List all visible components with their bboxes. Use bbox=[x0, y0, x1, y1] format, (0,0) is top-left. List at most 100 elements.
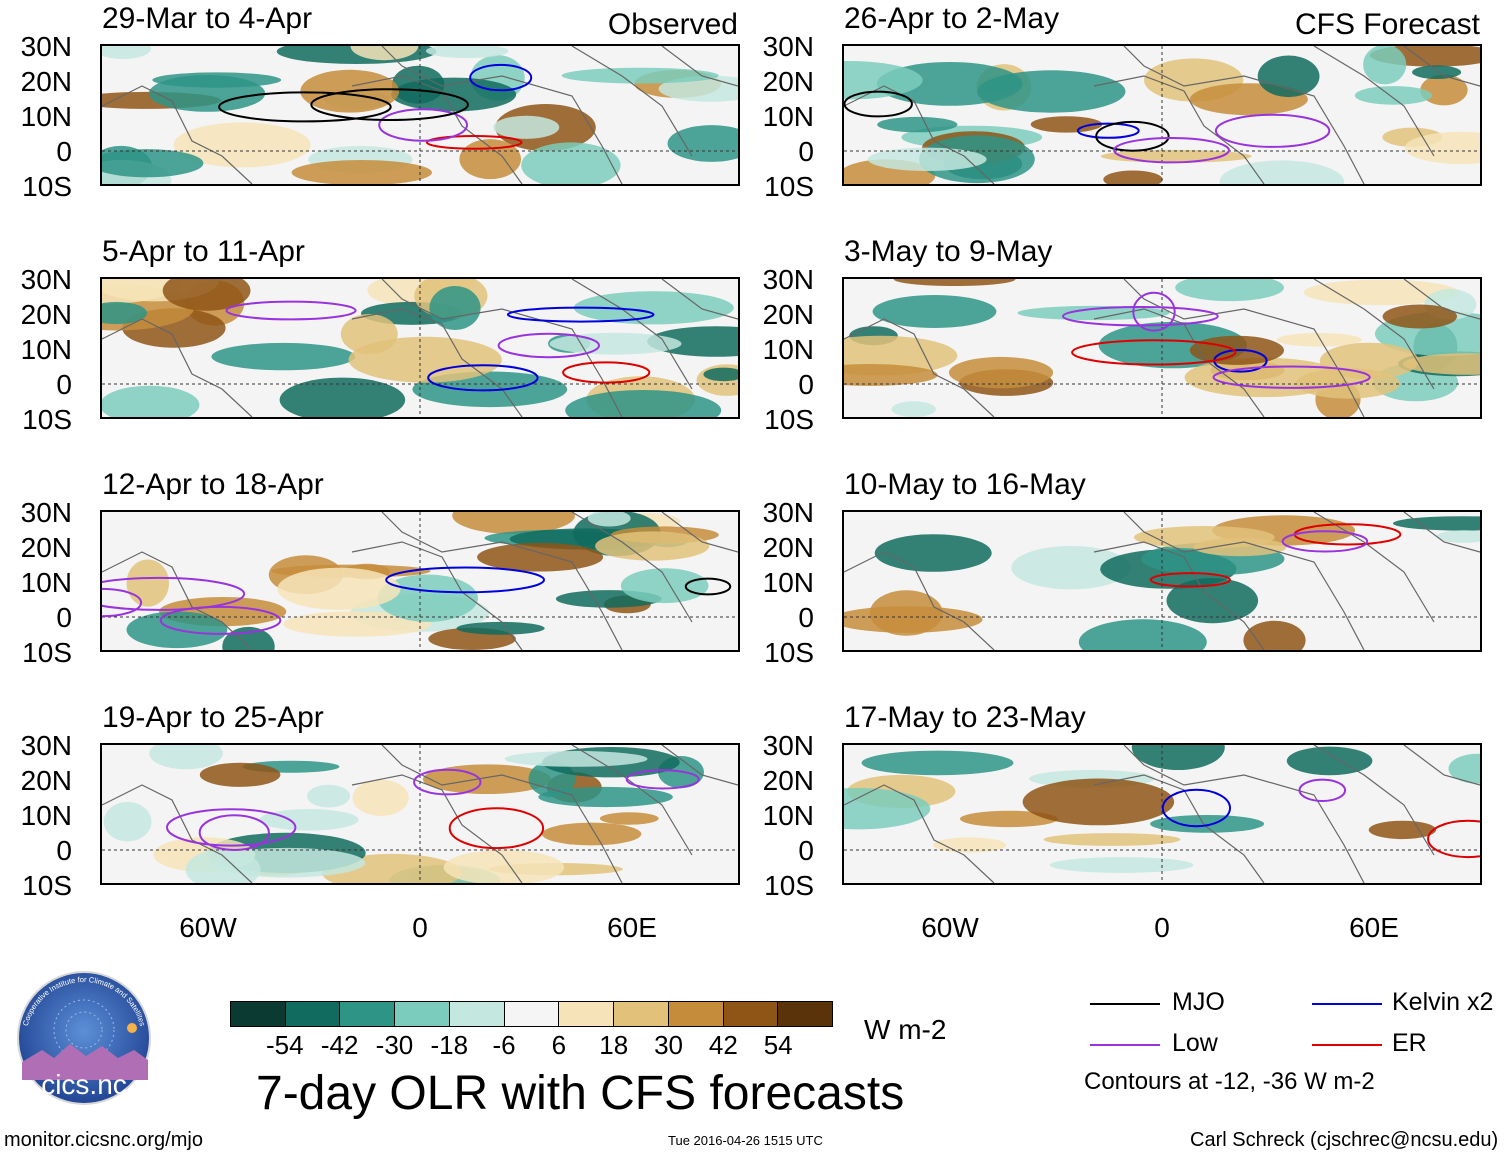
lat-label-obs-2-4: 10S bbox=[22, 404, 72, 435]
lat-label-fc-2-1: 20N bbox=[762, 299, 814, 330]
panel-title-fc-3: 10-May to 16-May bbox=[844, 468, 1086, 501]
olr-anomaly-blob bbox=[1030, 116, 1103, 133]
olr-anomaly-blob bbox=[425, 46, 509, 59]
wave-contour bbox=[102, 576, 246, 611]
map-panel-fc-1 bbox=[842, 44, 1482, 186]
coastline bbox=[381, 279, 623, 417]
wave-contour bbox=[1149, 572, 1231, 588]
panel-title-fc-4: 17-May to 23-May bbox=[844, 701, 1086, 734]
wave-contour bbox=[1071, 339, 1237, 366]
olr-anomaly-blob bbox=[1412, 65, 1462, 79]
coastline bbox=[102, 784, 253, 883]
olr-anomaly-blob bbox=[307, 784, 351, 808]
olr-anomaly-blob bbox=[1303, 279, 1459, 306]
olr-anomaly-blob bbox=[452, 512, 575, 534]
olr-anomaly-blob bbox=[1243, 620, 1306, 650]
olr-anomaly-blob bbox=[844, 606, 983, 633]
colorbar-tick: -30 bbox=[375, 1030, 414, 1060]
lat-label-fc-3-2: 10N bbox=[762, 567, 814, 598]
olr-anomaly-blob bbox=[1436, 530, 1480, 543]
olr-field bbox=[844, 745, 1480, 883]
coastline bbox=[661, 46, 738, 87]
colorbar-tick: -18 bbox=[430, 1030, 469, 1060]
olr-anomaly-blob bbox=[549, 332, 682, 355]
lat-label-obs-4-3: 0 bbox=[56, 835, 72, 866]
olr-anomaly-blob bbox=[891, 401, 936, 417]
wave-contour bbox=[1427, 819, 1480, 859]
coastline bbox=[1313, 512, 1435, 623]
olr-anomaly-blob bbox=[877, 116, 958, 133]
olr-anomaly-blob bbox=[348, 336, 502, 383]
coastline bbox=[1313, 46, 1435, 157]
coastline bbox=[1313, 279, 1435, 390]
coastline bbox=[1403, 512, 1480, 553]
logo-text: cics.nc bbox=[41, 1069, 127, 1100]
coastline bbox=[571, 512, 693, 623]
forecast-label: CFS Forecast bbox=[1294, 8, 1480, 41]
legend-label-low: Low bbox=[1172, 1029, 1218, 1057]
olr-anomaly-blob bbox=[102, 301, 148, 325]
lat-label-fc-1-0: 30N bbox=[762, 31, 814, 62]
coastline bbox=[844, 784, 995, 883]
map-panel-obs-3 bbox=[100, 510, 740, 652]
olr-anomaly-blob bbox=[422, 764, 552, 794]
legend-line-kelvin bbox=[1312, 1003, 1382, 1005]
wave-contour bbox=[385, 566, 546, 594]
wave-contour bbox=[166, 808, 297, 847]
coastline bbox=[661, 512, 738, 553]
colorbar-swatch-3 bbox=[395, 1002, 450, 1026]
wave-contour bbox=[378, 108, 469, 142]
wave-contour bbox=[1076, 122, 1140, 139]
colorbar-swatch-5 bbox=[504, 1002, 560, 1026]
map-panel-fc-2 bbox=[842, 277, 1482, 419]
olr-anomaly-blob bbox=[459, 139, 521, 180]
olr-anomaly-blob bbox=[1103, 170, 1163, 184]
legend-label-mjo: MJO bbox=[1172, 988, 1225, 1016]
olr-anomaly-blob bbox=[1078, 619, 1207, 650]
olr-anomaly-blob bbox=[561, 67, 719, 84]
lat-label-fc-1-4: 10S bbox=[764, 171, 814, 202]
olr-anomaly-blob bbox=[173, 122, 311, 168]
olr-field bbox=[844, 279, 1480, 417]
legend-note: Contours at -12, -36 W m-2 bbox=[1084, 1068, 1375, 1095]
coastline bbox=[381, 745, 623, 883]
olr-anomaly-blob bbox=[1420, 74, 1468, 106]
coastline bbox=[844, 551, 995, 650]
olr-anomaly-blob bbox=[1382, 304, 1457, 329]
wave-contour bbox=[844, 90, 913, 118]
lat-label-fc-3-3: 0 bbox=[798, 602, 814, 633]
olr-anomaly-blob bbox=[1319, 342, 1419, 380]
coastline bbox=[1123, 512, 1365, 650]
olr-anomaly-blob bbox=[1448, 753, 1480, 784]
wave-contour bbox=[218, 91, 392, 123]
panel-title-fc-1: 26-Apr to 2-May bbox=[844, 2, 1060, 35]
olr-anomaly-blob bbox=[162, 279, 251, 311]
lat-label-fc-1-3: 0 bbox=[798, 136, 814, 167]
lat-label-fc-4-1: 20N bbox=[762, 765, 814, 796]
colorbar-tick: 30 bbox=[654, 1030, 683, 1060]
lat-label-fc-3-0: 30N bbox=[762, 497, 814, 528]
lat-label-obs-4-2: 10N bbox=[20, 800, 72, 831]
lat-label-fc-1-1: 20N bbox=[762, 66, 814, 97]
lat-label-obs-1-3: 0 bbox=[56, 136, 72, 167]
lat-label-obs-1-1: 20N bbox=[20, 66, 72, 97]
wave-contour bbox=[310, 88, 469, 121]
olr-anomaly-blob bbox=[279, 377, 406, 417]
colorbar-swatch-2 bbox=[340, 1002, 396, 1026]
wave-contour bbox=[425, 135, 523, 150]
figure-title: 7-day OLR with CFS forecasts bbox=[256, 1067, 905, 1120]
lat-label-obs-4-0: 30N bbox=[20, 730, 72, 761]
wave-contour bbox=[1132, 291, 1176, 332]
legend-line-er bbox=[1312, 1044, 1382, 1046]
olr-anomaly-blob bbox=[102, 149, 204, 178]
colorbar-swatch-10 bbox=[778, 1002, 833, 1026]
wave-contour bbox=[1212, 365, 1371, 389]
lat-label-obs-4-1: 20N bbox=[20, 765, 72, 796]
olr-anomaly-blob bbox=[283, 611, 432, 637]
olr-anomaly-blob bbox=[844, 61, 923, 100]
olr-anomaly-blob bbox=[456, 621, 545, 635]
lat-label-obs-3-4: 10S bbox=[22, 637, 72, 668]
legend-label-er: ER bbox=[1392, 1029, 1427, 1057]
olr-anomaly-blob bbox=[565, 390, 722, 417]
olr-anomaly-blob bbox=[538, 786, 673, 808]
